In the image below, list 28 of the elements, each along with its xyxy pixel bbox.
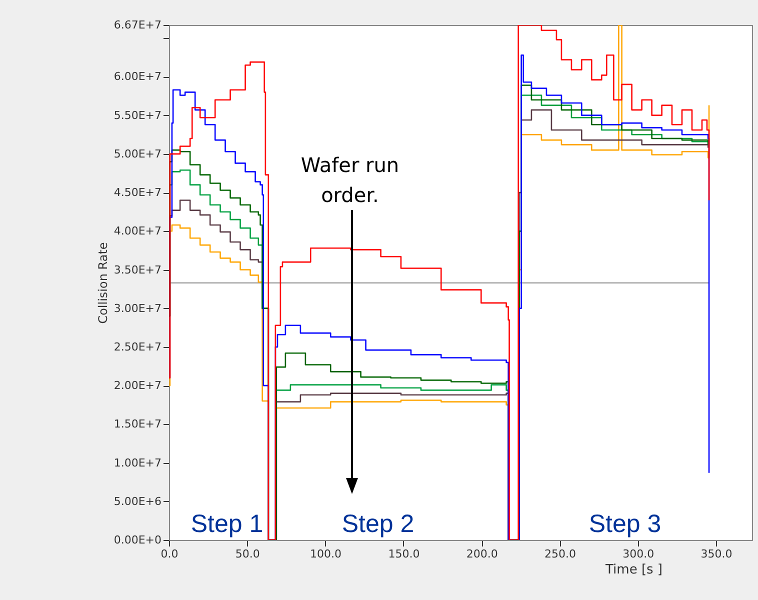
y-tick-label: 5.00E+6 [114,494,162,508]
y-tick-label: 1.00E+7 [114,456,162,470]
x-tick-label: 150.0 [388,548,420,560]
annotation: Step 2 [340,510,416,539]
y-axis-title: Collision Rate [96,242,110,324]
x-tick-label: 300.0 [622,548,654,560]
y-tick-label: 4.00E+7 [114,224,162,238]
y-tick-label: 0.00E+0 [114,534,162,546]
x-axis-title: Time [s ] [604,562,662,578]
y-tick-label: 3.50E+7 [114,263,162,276]
y-tick-label: 3.00E+7 [114,302,162,315]
y-tick-label: 2.50E+7 [114,340,162,354]
y-tick-label: 6.00E+7 [114,70,162,84]
x-tick-label: 50.0 [235,548,260,560]
y-tick-label: 6.67E+7 [114,18,162,32]
y-tick-label: 2.00E+7 [114,379,162,392]
y-tick-label: 4.50E+7 [114,186,162,200]
y-tick-label: 1.50E+7 [114,418,162,431]
annotation: Step 1 [190,510,264,539]
x-tick-label: 350.0 [700,548,732,560]
x-tick-label: 250.0 [544,548,576,560]
annotation: Wafer run order. [300,152,400,209]
y-tick-label: 5.50E+7 [114,108,162,122]
x-tick-label: 200.0 [466,548,498,560]
x-tick-label: 0.0 [160,548,178,560]
x-tick-label: 100.0 [310,548,342,560]
annotation: Step 3 [588,510,662,539]
y-tick-label: 5.00E+7 [114,147,162,160]
